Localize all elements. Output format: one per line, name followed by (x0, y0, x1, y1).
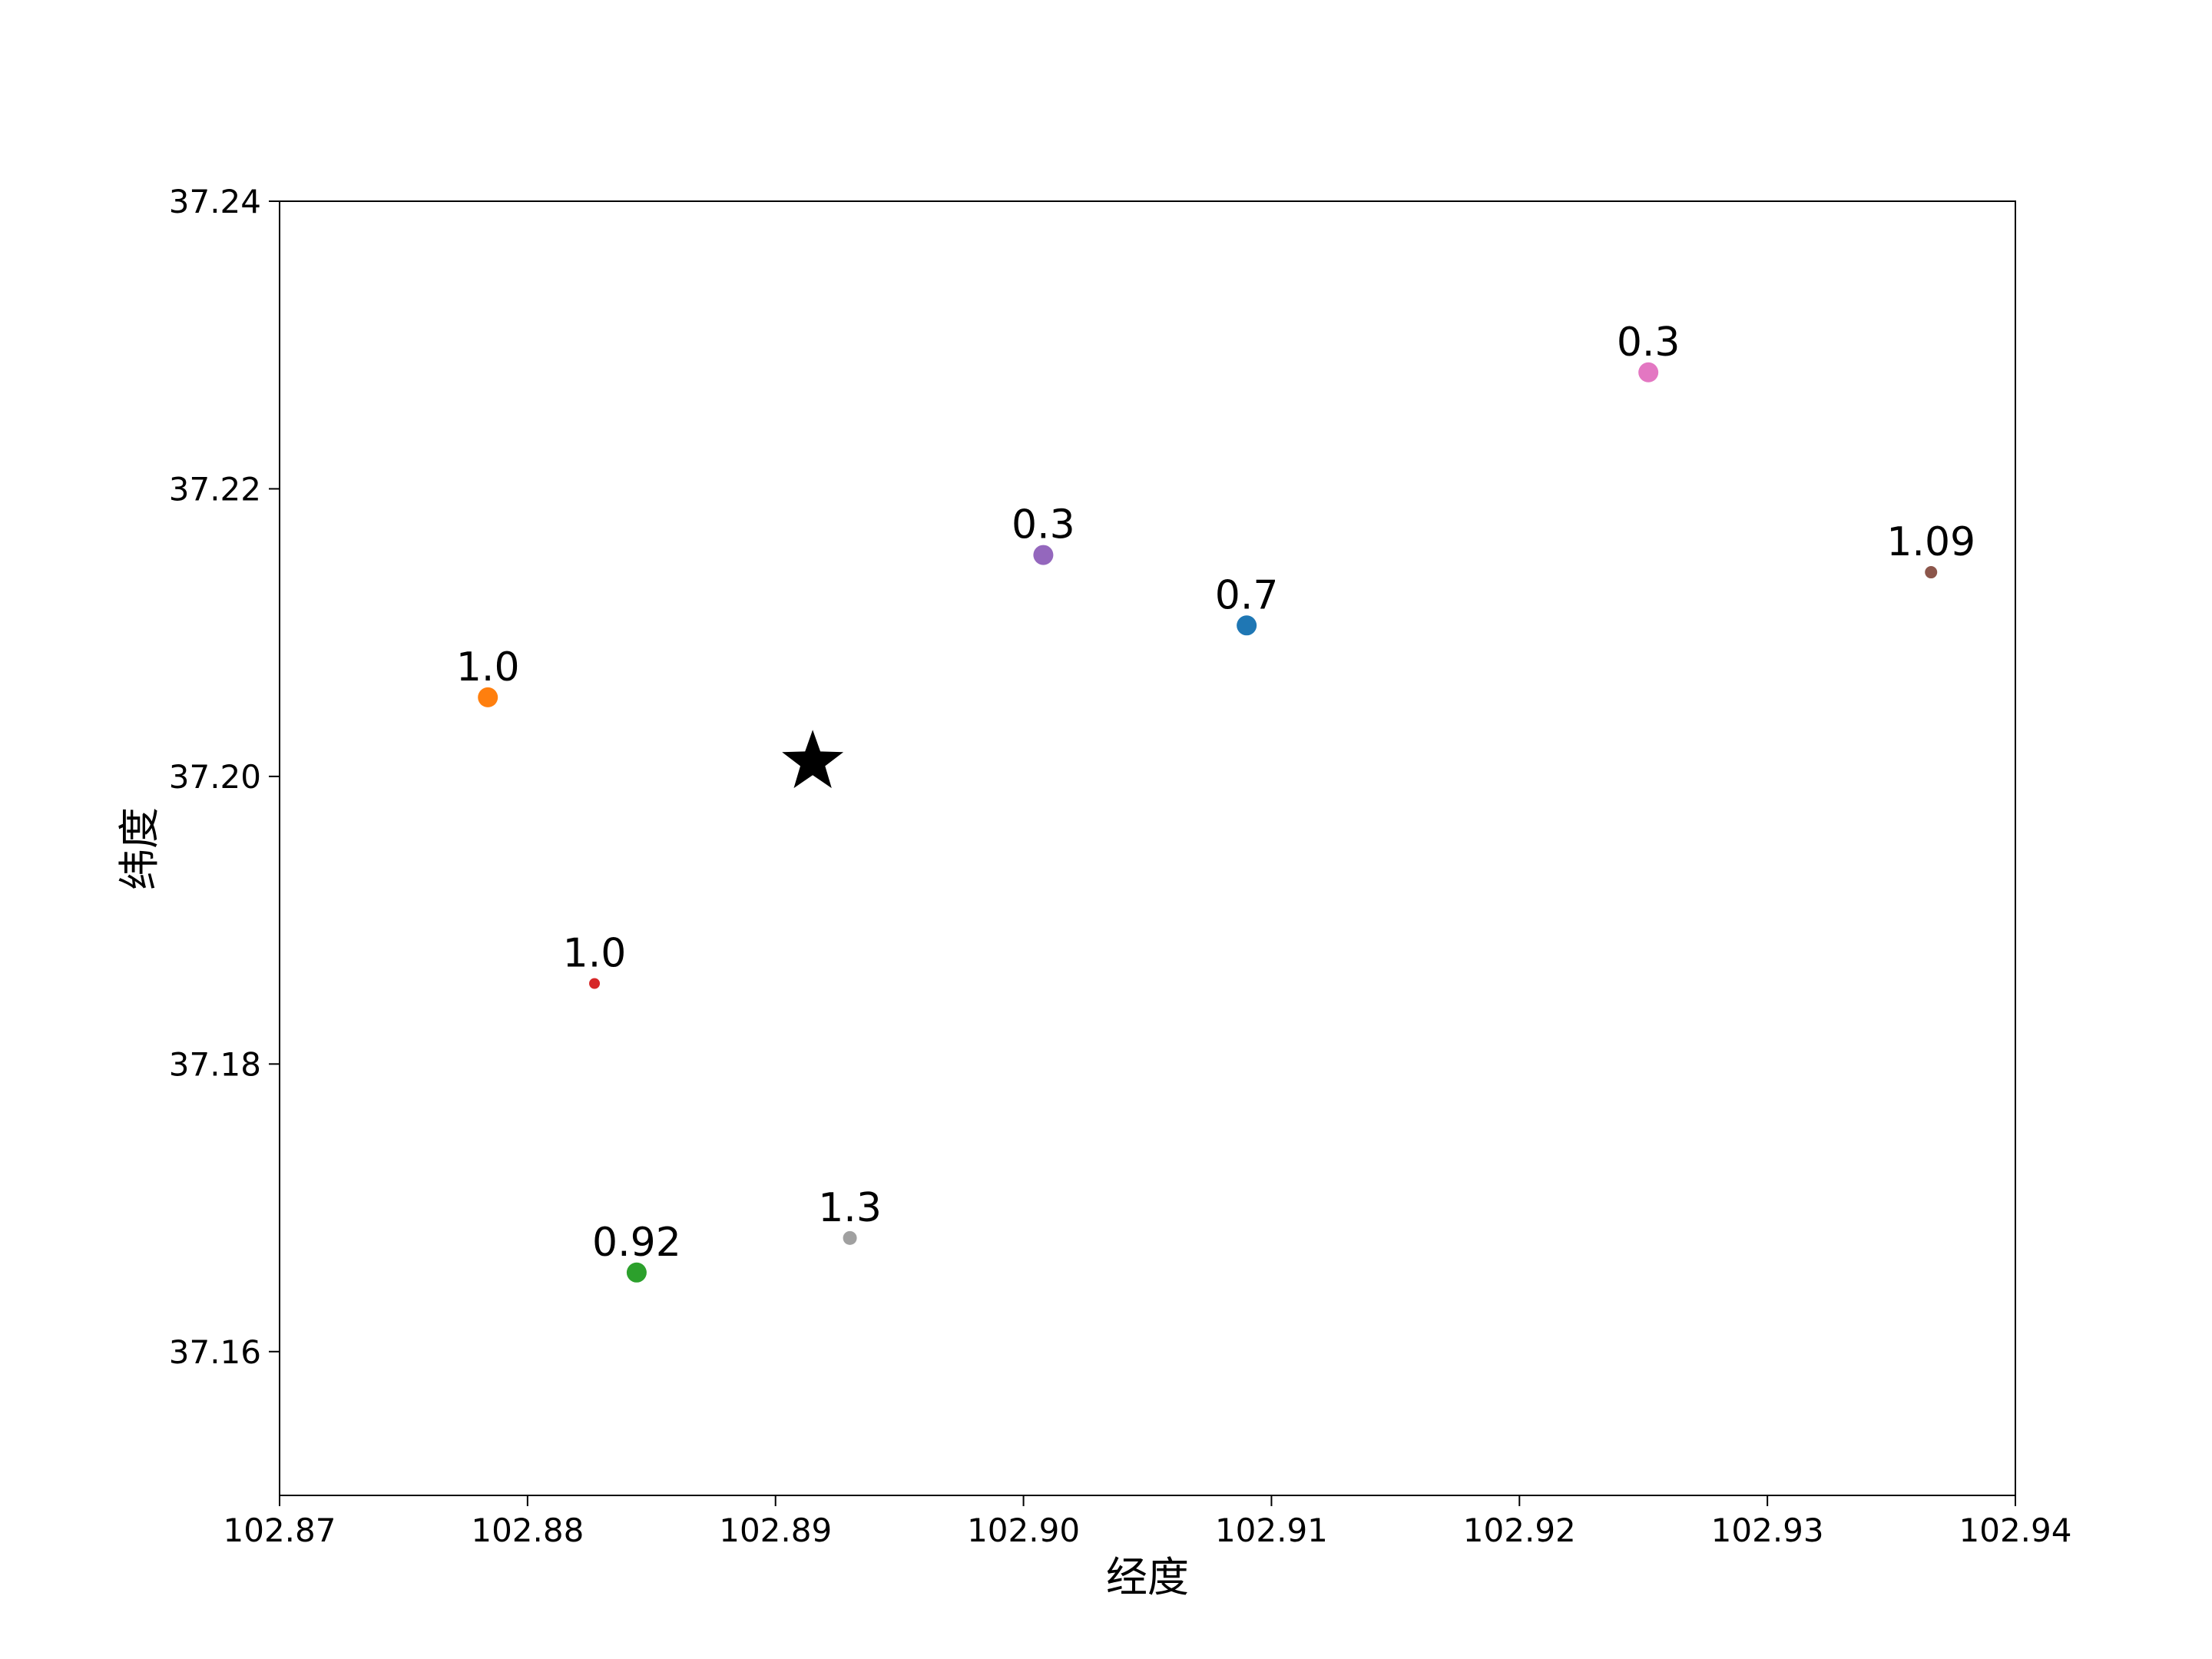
data-point-label: 1.0 (563, 930, 627, 976)
x-axis-label: 经度 (1106, 1553, 1189, 1601)
data-point (589, 978, 601, 989)
x-axis: 102.87 102.88 102.89 102.90 102.91 102.92 102.… (224, 1495, 2072, 1549)
plot-frame (279, 200, 2016, 1496)
x-tick-label: 102.92 (1463, 1512, 1576, 1549)
data-point-label: 1.09 (1886, 519, 1975, 565)
data-points: 0.7 1.0 0.92 1.0 0.3 1.09 0.3 1.3 (456, 320, 1975, 1283)
x-tick-label: 102.88 (471, 1512, 584, 1549)
x-tick-label: 102.93 (1711, 1512, 1824, 1549)
data-point-label: 0.3 (1617, 320, 1681, 366)
data-point (1033, 545, 1054, 565)
data-point (1237, 615, 1257, 636)
data-point-label: 1.3 (818, 1185, 882, 1231)
data-point-label: 0.7 (1215, 572, 1279, 618)
data-point-label: 0.3 (1012, 502, 1075, 548)
y-tick-label: 37.22 (169, 470, 261, 508)
data-point (1638, 362, 1659, 382)
star-marker (782, 730, 844, 789)
x-tick-label: 102.90 (967, 1512, 1080, 1549)
data-point (626, 1262, 647, 1283)
y-tick-label: 37.16 (169, 1333, 261, 1371)
x-tick-label: 102.91 (1215, 1512, 1328, 1549)
y-tick-label: 37.20 (169, 758, 261, 796)
x-tick-label: 102.87 (224, 1512, 336, 1549)
y-axis: 37.16 37.18 37.20 37.22 37.24 (169, 183, 280, 1371)
y-axis-label: 纬度 (115, 807, 164, 890)
data-point-label: 0.92 (592, 1220, 681, 1266)
data-point (478, 687, 498, 707)
y-tick-label: 37.24 (169, 183, 261, 220)
data-point (843, 1230, 857, 1245)
x-tick-label: 102.94 (1959, 1512, 2072, 1549)
x-tick-label: 102.89 (719, 1512, 832, 1549)
data-point-label: 1.0 (456, 644, 520, 690)
y-tick-label: 37.18 (169, 1045, 261, 1083)
data-point (1925, 566, 1938, 579)
